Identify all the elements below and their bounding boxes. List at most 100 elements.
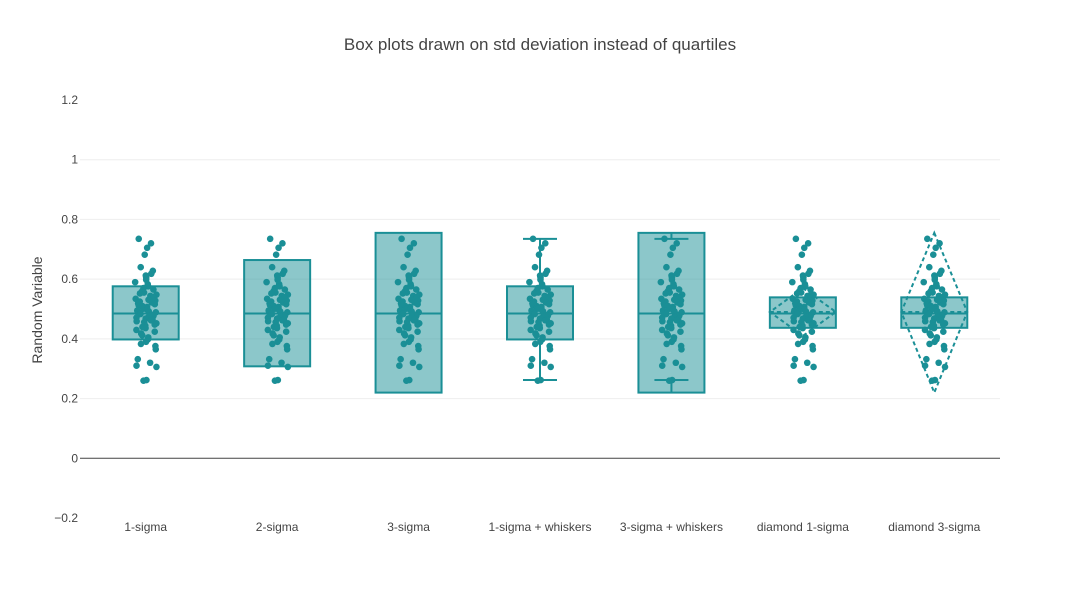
data-point: [531, 340, 539, 348]
data-point: [921, 317, 929, 325]
data-point: [151, 300, 159, 308]
data-point: [272, 251, 280, 258]
data-point: [133, 362, 140, 370]
data-point: [527, 362, 535, 370]
data-point: [282, 300, 290, 308]
data-point: [667, 324, 675, 332]
data-point: [669, 244, 677, 252]
data-point: [538, 244, 545, 252]
data-point: [142, 338, 150, 346]
data-point: [412, 286, 420, 293]
data-point: [268, 290, 275, 297]
data-point: [677, 328, 684, 335]
data-point: [923, 355, 930, 363]
data-point: [527, 317, 535, 325]
data-point: [927, 331, 935, 339]
data-point: [659, 317, 666, 325]
data-point: [925, 263, 933, 271]
y-axis-ticks: −0.2 0 0.2 0.4 0.6 0.8 1 1.2: [54, 93, 78, 525]
data-point: [535, 251, 543, 258]
x-tick-label: 3-sigma + whiskers: [620, 520, 723, 534]
data-point: [135, 235, 143, 243]
data-point: [541, 240, 549, 247]
data-point: [137, 340, 145, 348]
data-point: [274, 338, 281, 346]
data-point: [138, 331, 146, 339]
x-tick-label: 3-sigma: [387, 520, 430, 534]
box-trace: [768, 235, 838, 384]
data-point: [278, 359, 285, 367]
y-tick-label: 0.8: [61, 212, 78, 226]
data-point: [151, 321, 158, 328]
data-point: [941, 363, 949, 371]
data-point: [924, 235, 931, 243]
data-point: [415, 346, 422, 353]
data-point: [673, 240, 681, 247]
data-point: [664, 331, 672, 339]
data-point: [264, 317, 272, 325]
data-point: [395, 326, 403, 334]
data-point: [678, 346, 685, 353]
data-point: [807, 286, 814, 293]
data-point: [133, 317, 140, 325]
data-point: [921, 326, 929, 334]
data-point: [544, 286, 551, 293]
data-point: [397, 355, 404, 363]
data-point: [799, 338, 807, 346]
data-point: [282, 328, 290, 335]
data-point: [678, 363, 686, 371]
data-point: [662, 290, 669, 297]
data-point: [399, 290, 407, 297]
data-point: [403, 377, 410, 384]
data-point: [528, 355, 536, 363]
data-point: [146, 359, 154, 367]
data-point: [283, 346, 291, 353]
data-point: [936, 270, 944, 278]
data-point: [136, 290, 144, 297]
sd-diamond: [900, 230, 969, 396]
data-point: [264, 362, 272, 370]
data-point: [663, 340, 670, 348]
data-point: [404, 251, 411, 258]
data-point: [668, 338, 676, 346]
box-trace: [243, 235, 312, 384]
box-trace: [374, 231, 443, 394]
data-point: [405, 324, 412, 332]
data-point: [137, 263, 145, 271]
data-point: [936, 240, 943, 247]
data-point: [396, 317, 403, 325]
data-point: [153, 363, 160, 371]
data-point: [265, 355, 273, 363]
data-point: [790, 362, 797, 370]
data-point: [536, 324, 544, 332]
box-trace: [506, 235, 574, 384]
data-point: [675, 286, 683, 293]
data-point: [545, 321, 553, 328]
data-point: [530, 290, 538, 297]
plot-area[interactable]: [111, 230, 969, 396]
data-point: [271, 377, 279, 384]
data-point: [930, 324, 938, 332]
data-point: [152, 346, 160, 353]
data-point: [810, 363, 817, 371]
data-point: [940, 300, 947, 308]
data-point: [804, 240, 812, 247]
data-point: [657, 278, 665, 286]
data-point: [663, 263, 670, 271]
data-point: [672, 359, 680, 367]
data-point: [531, 263, 539, 271]
data-point: [677, 321, 684, 328]
x-tick-label: 2-sigma: [256, 520, 299, 534]
x-tick-label: 1-sigma: [124, 520, 167, 534]
data-point: [928, 377, 936, 384]
data-point: [134, 355, 142, 363]
data-point: [263, 278, 270, 286]
data-point: [805, 270, 812, 278]
data-point: [410, 240, 418, 247]
data-point: [268, 263, 276, 271]
data-point: [793, 290, 801, 297]
data-point: [794, 340, 802, 348]
data-point: [791, 355, 799, 363]
data-point: [150, 286, 157, 293]
chart-title: Box plots drawn on std deviation instead…: [344, 35, 736, 54]
